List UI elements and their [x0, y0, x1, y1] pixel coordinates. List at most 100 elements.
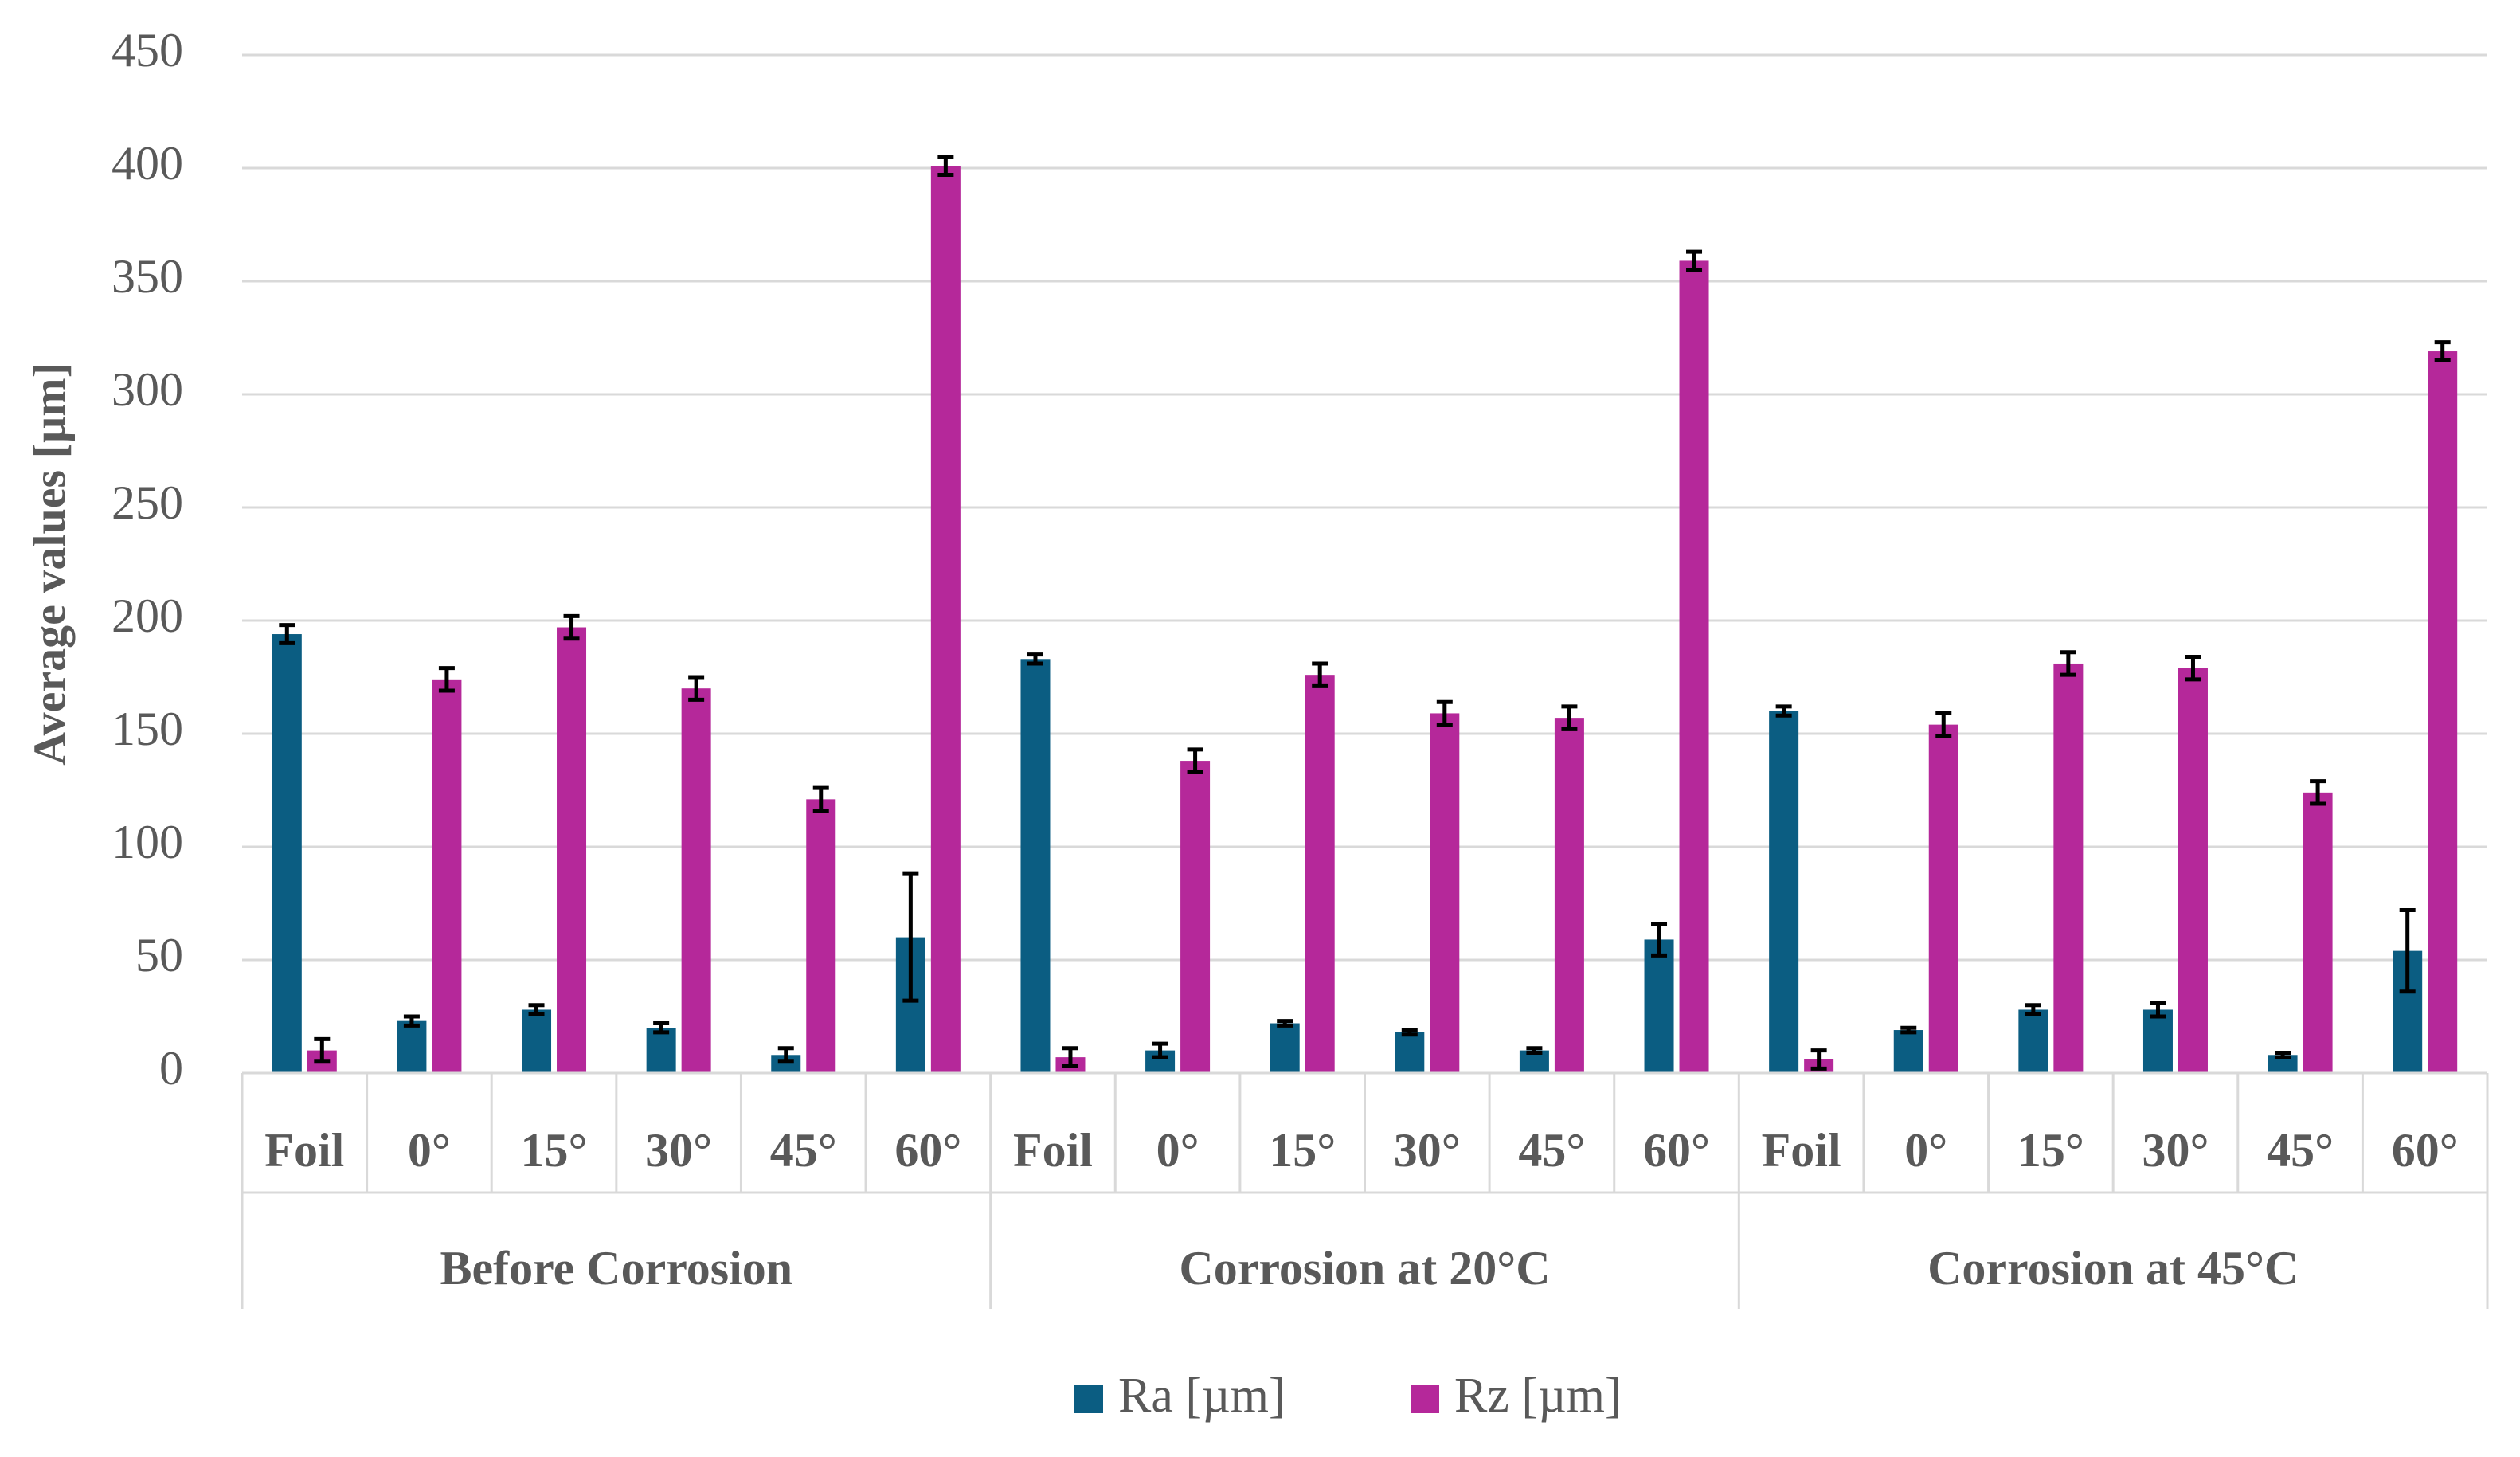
y-tick-label: 350	[112, 250, 183, 303]
error-bar	[2399, 908, 2416, 994]
error-bar	[812, 785, 829, 813]
y-tick-label: 0	[159, 1042, 183, 1095]
group-label: Corrosion at 45°C	[1927, 1242, 2299, 1294]
x-tick-label: 15°	[1269, 1124, 1336, 1177]
x-tick-label: 15°	[521, 1124, 588, 1177]
bar	[646, 1028, 676, 1073]
x-tick-label: 60°	[2392, 1124, 2459, 1177]
bar	[2178, 668, 2208, 1073]
bar	[1395, 1032, 1425, 1073]
error-bar	[1062, 1046, 1078, 1068]
legend-label: Rz [µm]	[1454, 1369, 1622, 1423]
legend-label: Ra [µm]	[1118, 1369, 1285, 1423]
bar	[1180, 761, 1211, 1073]
bar	[2142, 1009, 2173, 1073]
x-tick-label: 15°	[2017, 1124, 2084, 1177]
error-bar	[777, 1046, 794, 1064]
group-label: Corrosion at 20°C	[1179, 1242, 1550, 1294]
bar	[1305, 675, 1335, 1073]
bar	[2018, 1009, 2048, 1073]
error-bar	[279, 623, 295, 645]
error-bar	[1775, 704, 1792, 718]
bar	[806, 799, 836, 1073]
bar	[771, 1055, 801, 1073]
error-bar	[438, 666, 455, 693]
error-bar	[2060, 650, 2076, 677]
x-tick-label: 60°	[1643, 1124, 1710, 1177]
error-bar	[1401, 1028, 1418, 1037]
error-bar	[1526, 1046, 1543, 1055]
bar	[2053, 663, 2084, 1073]
bar	[557, 627, 587, 1073]
error-bar	[1152, 1041, 1168, 1059]
error-bar	[2150, 1001, 2166, 1019]
bar	[1430, 713, 1460, 1073]
bar	[1644, 939, 1674, 1073]
error-bar	[1561, 704, 1578, 731]
x-tick-label: 45°	[770, 1124, 837, 1177]
x-tick-label: 45°	[1518, 1124, 1585, 1177]
error-bar	[653, 1021, 670, 1035]
error-bar	[563, 613, 580, 641]
bar	[1020, 659, 1051, 1073]
bar	[930, 166, 961, 1073]
bar	[397, 1020, 427, 1073]
error-bar	[937, 155, 954, 178]
x-tick-label: 30°	[1394, 1124, 1461, 1177]
bar	[2303, 792, 2333, 1073]
error-bar	[314, 1036, 331, 1064]
error-bar	[2434, 340, 2451, 362]
y-tick-label: 400	[112, 137, 183, 190]
y-tick-label: 450	[112, 24, 183, 76]
bar	[272, 634, 302, 1073]
bar	[1270, 1023, 1300, 1073]
error-bar	[2310, 779, 2326, 806]
bar	[2428, 351, 2458, 1073]
error-bar	[2025, 1003, 2041, 1016]
x-tick-label: Foil	[1762, 1124, 1841, 1177]
error-bar	[2275, 1050, 2291, 1059]
bar	[1893, 1030, 1923, 1073]
error-bar	[1436, 699, 1453, 727]
error-bar	[688, 675, 705, 702]
x-tick-label: 0°	[408, 1124, 451, 1177]
x-tick-label: Foil	[264, 1124, 344, 1177]
error-bar	[1277, 1019, 1293, 1028]
bar	[522, 1009, 552, 1073]
bar	[2268, 1055, 2298, 1073]
x-tick-label: 45°	[2267, 1124, 2334, 1177]
y-tick-label: 250	[112, 476, 183, 529]
bar	[432, 679, 462, 1073]
x-tick-label: 30°	[2142, 1124, 2209, 1177]
error-bar	[1651, 922, 1668, 958]
bar	[681, 688, 711, 1073]
bar	[1928, 724, 1958, 1073]
y-tick-label: 150	[112, 703, 183, 755]
error-bar	[1187, 747, 1203, 774]
error-bar	[902, 871, 919, 1003]
error-bar	[1900, 1025, 1917, 1035]
error-bar	[403, 1014, 420, 1028]
bar	[1769, 711, 1799, 1073]
y-axis-title: Average values [µm]	[23, 362, 75, 766]
group-label: Before Corrosion	[440, 1242, 792, 1294]
x-tick-label: 30°	[645, 1124, 712, 1177]
error-bar	[1935, 711, 1952, 738]
bar	[1554, 718, 1584, 1073]
bar	[1679, 260, 1709, 1073]
error-bar	[1027, 652, 1043, 666]
x-tick-label: 60°	[894, 1124, 961, 1177]
error-bar	[1686, 249, 1703, 272]
y-tick-label: 300	[112, 363, 183, 416]
legend-swatch	[1074, 1385, 1103, 1413]
y-tick-label: 50	[135, 929, 183, 981]
error-bar	[528, 1003, 545, 1016]
legend-swatch	[1411, 1385, 1439, 1413]
error-bar	[2185, 654, 2201, 682]
error-bar	[1810, 1048, 1827, 1071]
error-bar	[1312, 661, 1328, 688]
y-tick-label: 200	[112, 589, 183, 642]
x-tick-label: 0°	[1904, 1124, 1947, 1177]
y-tick-label: 100	[112, 816, 183, 868]
